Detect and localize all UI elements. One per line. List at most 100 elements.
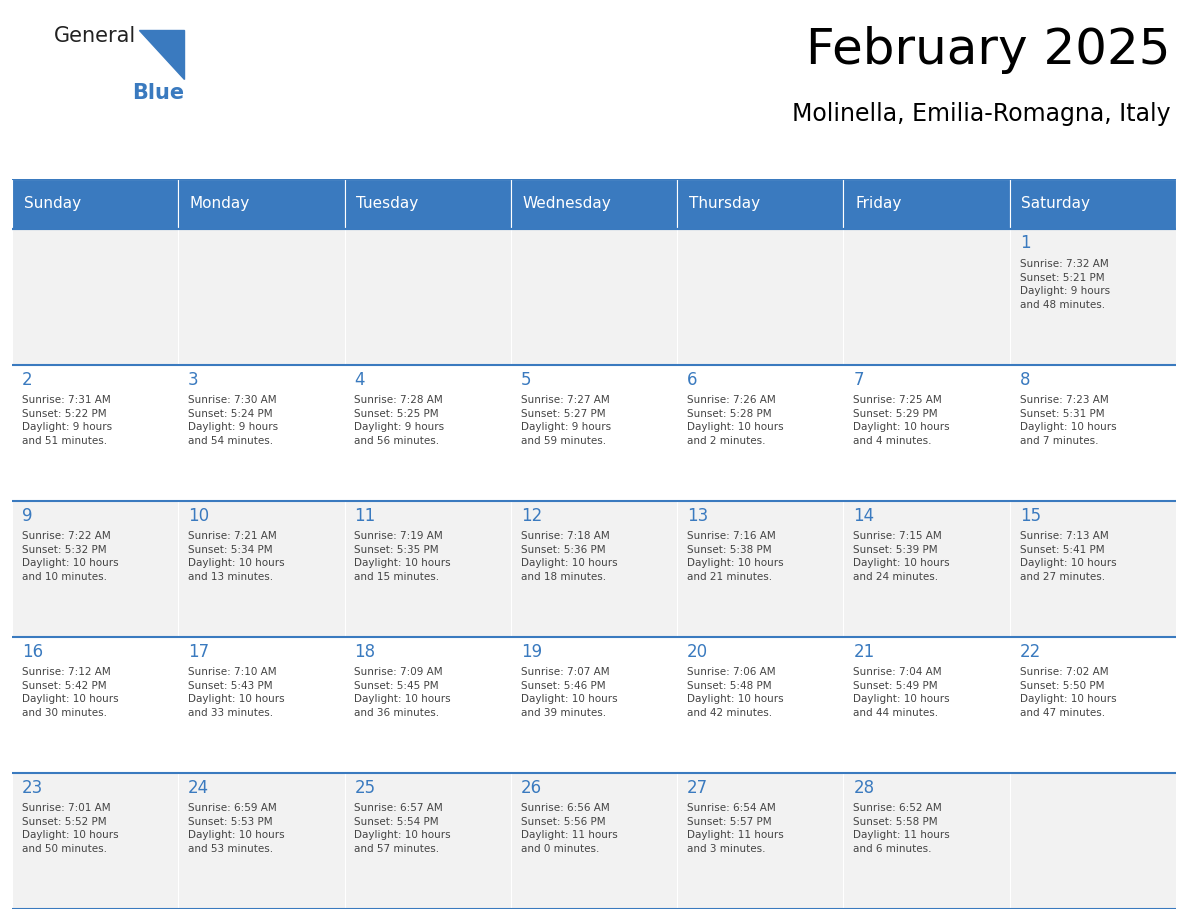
Text: 25: 25 [354, 778, 375, 797]
Text: Sunrise: 7:13 AM
Sunset: 5:41 PM
Daylight: 10 hours
and 27 minutes.: Sunrise: 7:13 AM Sunset: 5:41 PM Dayligh… [1019, 531, 1117, 582]
Bar [511, 229, 677, 364]
Text: Sunrise: 7:15 AM
Sunset: 5:39 PM
Daylight: 10 hours
and 24 minutes.: Sunrise: 7:15 AM Sunset: 5:39 PM Dayligh… [853, 531, 950, 582]
Text: Sunrise: 7:01 AM
Sunset: 5:52 PM
Daylight: 10 hours
and 50 minutes.: Sunrise: 7:01 AM Sunset: 5:52 PM Dayligh… [21, 803, 119, 854]
Bar [677, 637, 843, 773]
Bar [677, 229, 843, 364]
Text: 15: 15 [1019, 507, 1041, 524]
Text: Sunrise: 7:27 AM
Sunset: 5:27 PM
Daylight: 9 hours
and 59 minutes.: Sunrise: 7:27 AM Sunset: 5:27 PM Dayligh… [520, 395, 611, 446]
Text: Friday: Friday [855, 196, 902, 211]
Text: 23: 23 [21, 778, 43, 797]
Bar [12, 364, 178, 500]
Text: Sunrise: 7:02 AM
Sunset: 5:50 PM
Daylight: 10 hours
and 47 minutes.: Sunrise: 7:02 AM Sunset: 5:50 PM Dayligh… [1019, 667, 1117, 718]
Text: 5: 5 [520, 371, 531, 388]
Text: 19: 19 [520, 643, 542, 661]
Bar [843, 500, 1010, 637]
Bar [345, 500, 511, 637]
Text: Sunrise: 7:09 AM
Sunset: 5:45 PM
Daylight: 10 hours
and 36 minutes.: Sunrise: 7:09 AM Sunset: 5:45 PM Dayligh… [354, 667, 451, 718]
Text: 17: 17 [188, 643, 209, 661]
Bar [843, 364, 1010, 500]
Text: Wednesday: Wednesday [523, 196, 612, 211]
Bar [345, 179, 511, 229]
Bar [843, 637, 1010, 773]
Bar [178, 500, 345, 637]
Bar [677, 364, 843, 500]
Text: Sunrise: 7:23 AM
Sunset: 5:31 PM
Daylight: 10 hours
and 7 minutes.: Sunrise: 7:23 AM Sunset: 5:31 PM Dayligh… [1019, 395, 1117, 446]
Text: Sunrise: 6:57 AM
Sunset: 5:54 PM
Daylight: 10 hours
and 57 minutes.: Sunrise: 6:57 AM Sunset: 5:54 PM Dayligh… [354, 803, 451, 854]
Text: Sunrise: 7:19 AM
Sunset: 5:35 PM
Daylight: 10 hours
and 15 minutes.: Sunrise: 7:19 AM Sunset: 5:35 PM Dayligh… [354, 531, 451, 582]
Text: Sunrise: 7:06 AM
Sunset: 5:48 PM
Daylight: 10 hours
and 42 minutes.: Sunrise: 7:06 AM Sunset: 5:48 PM Dayligh… [687, 667, 784, 718]
Text: Saturday: Saturday [1022, 196, 1091, 211]
Text: Sunrise: 7:04 AM
Sunset: 5:49 PM
Daylight: 10 hours
and 44 minutes.: Sunrise: 7:04 AM Sunset: 5:49 PM Dayligh… [853, 667, 950, 718]
Bar [511, 637, 677, 773]
Text: 10: 10 [188, 507, 209, 524]
Text: Sunrise: 7:16 AM
Sunset: 5:38 PM
Daylight: 10 hours
and 21 minutes.: Sunrise: 7:16 AM Sunset: 5:38 PM Dayligh… [687, 531, 784, 582]
Text: 14: 14 [853, 507, 874, 524]
Bar [511, 773, 677, 909]
Text: Tuesday: Tuesday [356, 196, 418, 211]
Text: Sunrise: 7:31 AM
Sunset: 5:22 PM
Daylight: 9 hours
and 51 minutes.: Sunrise: 7:31 AM Sunset: 5:22 PM Dayligh… [21, 395, 112, 446]
Text: 18: 18 [354, 643, 375, 661]
Text: 2: 2 [21, 371, 32, 388]
Bar [178, 229, 345, 364]
Text: 3: 3 [188, 371, 198, 388]
Bar [843, 179, 1010, 229]
Polygon shape [139, 29, 184, 79]
Text: 20: 20 [687, 643, 708, 661]
Bar [12, 773, 178, 909]
Text: Sunrise: 7:32 AM
Sunset: 5:21 PM
Daylight: 9 hours
and 48 minutes.: Sunrise: 7:32 AM Sunset: 5:21 PM Dayligh… [1019, 259, 1110, 309]
Text: General: General [55, 27, 137, 47]
Bar [345, 773, 511, 909]
Text: 9: 9 [21, 507, 32, 524]
Bar [843, 773, 1010, 909]
Text: 1: 1 [1019, 234, 1030, 252]
Bar [511, 500, 677, 637]
Text: Sunday: Sunday [24, 196, 81, 211]
Bar [511, 179, 677, 229]
Bar [1010, 773, 1176, 909]
Text: 22: 22 [1019, 643, 1041, 661]
Text: Sunrise: 7:25 AM
Sunset: 5:29 PM
Daylight: 10 hours
and 4 minutes.: Sunrise: 7:25 AM Sunset: 5:29 PM Dayligh… [853, 395, 950, 446]
Text: 27: 27 [687, 778, 708, 797]
Bar [1010, 179, 1176, 229]
Text: Sunrise: 7:26 AM
Sunset: 5:28 PM
Daylight: 10 hours
and 2 minutes.: Sunrise: 7:26 AM Sunset: 5:28 PM Dayligh… [687, 395, 784, 446]
Bar [178, 773, 345, 909]
Text: Sunrise: 7:10 AM
Sunset: 5:43 PM
Daylight: 10 hours
and 33 minutes.: Sunrise: 7:10 AM Sunset: 5:43 PM Dayligh… [188, 667, 285, 718]
Text: Sunrise: 6:59 AM
Sunset: 5:53 PM
Daylight: 10 hours
and 53 minutes.: Sunrise: 6:59 AM Sunset: 5:53 PM Dayligh… [188, 803, 285, 854]
Text: 13: 13 [687, 507, 708, 524]
Text: 12: 12 [520, 507, 542, 524]
Bar [345, 637, 511, 773]
Bar [677, 179, 843, 229]
Text: 4: 4 [354, 371, 365, 388]
Text: 7: 7 [853, 371, 864, 388]
Text: 26: 26 [520, 778, 542, 797]
Bar [12, 179, 178, 229]
Text: 11: 11 [354, 507, 375, 524]
Text: Monday: Monday [190, 196, 251, 211]
Bar [1010, 500, 1176, 637]
Bar [1010, 229, 1176, 364]
Text: 8: 8 [1019, 371, 1030, 388]
Bar [12, 229, 178, 364]
Bar [511, 364, 677, 500]
Text: Sunrise: 7:21 AM
Sunset: 5:34 PM
Daylight: 10 hours
and 13 minutes.: Sunrise: 7:21 AM Sunset: 5:34 PM Dayligh… [188, 531, 285, 582]
Bar [1010, 364, 1176, 500]
Bar [345, 229, 511, 364]
Text: 21: 21 [853, 643, 874, 661]
Text: 6: 6 [687, 371, 697, 388]
Text: Sunrise: 7:12 AM
Sunset: 5:42 PM
Daylight: 10 hours
and 30 minutes.: Sunrise: 7:12 AM Sunset: 5:42 PM Dayligh… [21, 667, 119, 718]
Text: Thursday: Thursday [689, 196, 760, 211]
Bar [12, 637, 178, 773]
Text: Sunrise: 6:52 AM
Sunset: 5:58 PM
Daylight: 11 hours
and 6 minutes.: Sunrise: 6:52 AM Sunset: 5:58 PM Dayligh… [853, 803, 950, 854]
Text: Sunrise: 6:56 AM
Sunset: 5:56 PM
Daylight: 11 hours
and 0 minutes.: Sunrise: 6:56 AM Sunset: 5:56 PM Dayligh… [520, 803, 618, 854]
Bar [12, 500, 178, 637]
Text: Sunrise: 7:28 AM
Sunset: 5:25 PM
Daylight: 9 hours
and 56 minutes.: Sunrise: 7:28 AM Sunset: 5:25 PM Dayligh… [354, 395, 444, 446]
Bar [677, 773, 843, 909]
Bar [1010, 637, 1176, 773]
Text: 28: 28 [853, 778, 874, 797]
Text: Blue: Blue [132, 83, 184, 103]
Text: Sunrise: 6:54 AM
Sunset: 5:57 PM
Daylight: 11 hours
and 3 minutes.: Sunrise: 6:54 AM Sunset: 5:57 PM Dayligh… [687, 803, 784, 854]
Bar [843, 229, 1010, 364]
Bar [677, 500, 843, 637]
Text: Molinella, Emilia-Romagna, Italy: Molinella, Emilia-Romagna, Italy [791, 102, 1170, 126]
Text: Sunrise: 7:30 AM
Sunset: 5:24 PM
Daylight: 9 hours
and 54 minutes.: Sunrise: 7:30 AM Sunset: 5:24 PM Dayligh… [188, 395, 278, 446]
